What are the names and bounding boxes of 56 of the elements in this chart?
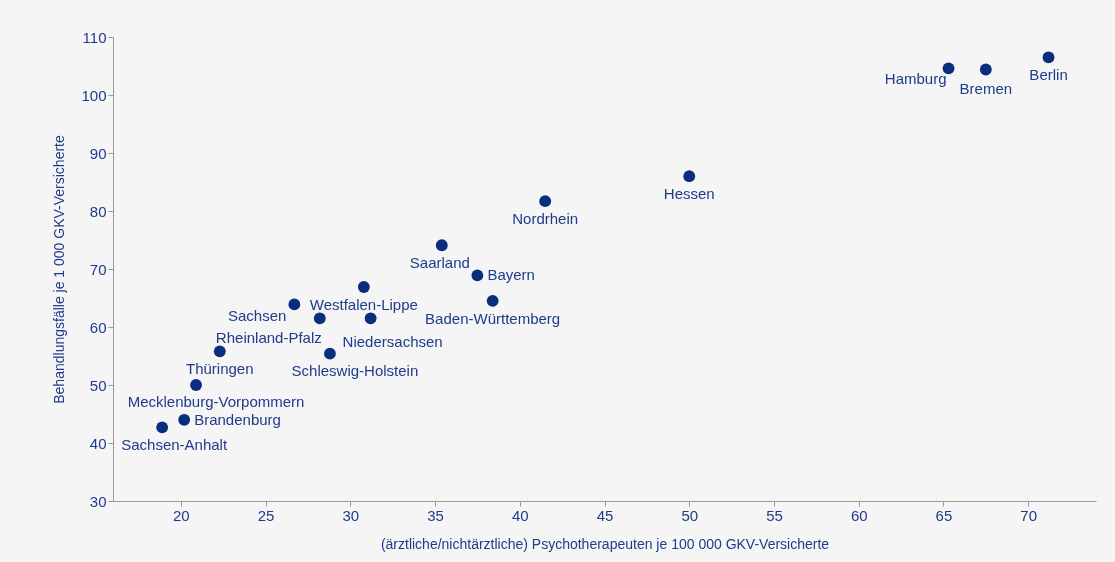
- annotation: Westfalen-Lippe: [309, 295, 418, 313]
- x-tick-label: 40: [511, 506, 529, 524]
- annotation: Hessen: [663, 185, 715, 203]
- x-tick-label: 65: [935, 506, 953, 524]
- point: [324, 347, 336, 360]
- x-tick-label: 20: [172, 506, 190, 524]
- point: [178, 413, 191, 426]
- y-tick-label: 80: [89, 202, 107, 220]
- annotation: Berlin: [1029, 66, 1068, 84]
- y-tick-label: 100: [81, 86, 107, 104]
- point: [435, 239, 448, 252]
- x-tick-label: 55: [766, 506, 783, 524]
- y-tick-label: 40: [89, 434, 107, 452]
- y-tick-label: 60: [89, 318, 107, 336]
- y-tick-label: 90: [89, 144, 107, 162]
- x-axis-title: (ärztliche/nichtärztliche) Psychotherapeuten je 100 000 GKV-Versicherte: [380, 535, 830, 552]
- point: [288, 298, 301, 311]
- point: [471, 269, 484, 282]
- annotation: Saarland: [409, 254, 470, 272]
- annotation: Hamburg: [884, 70, 947, 88]
- x-tick-label: 60: [850, 506, 868, 524]
- point: [313, 312, 326, 325]
- annotation: Mecklenburg-Vorpommern: [127, 393, 305, 410]
- annotation: Sachsen-Anhalt: [121, 436, 228, 454]
- point: [539, 195, 552, 208]
- annotation: Baden-Württemberg: [425, 309, 561, 327]
- annotation: Sachsen: [227, 307, 287, 325]
- y-tick-label: 110: [82, 28, 107, 46]
- annotation: Rheinland-Pfalz: [215, 329, 322, 347]
- y-axis-title: Behandlungsfälle je 1 000 GKV-Versicherte: [51, 135, 68, 404]
- annotation: Bayern: [487, 266, 535, 284]
- x-tick-label: 30: [342, 506, 360, 524]
- y-tick-label: 30: [89, 492, 107, 510]
- point: [357, 281, 370, 293]
- annotation: Schleswig-Holstein: [291, 361, 419, 379]
- point: [683, 170, 696, 183]
- annotation: Nordrhein: [512, 210, 579, 228]
- point: [942, 62, 955, 75]
- annotation: Thüringen: [186, 360, 254, 378]
- x-tick-label: 50: [681, 506, 699, 524]
- point: [364, 312, 377, 325]
- point: [190, 379, 202, 391]
- annotation: Bremen: [959, 80, 1013, 98]
- x-tick-label: 45: [596, 506, 614, 524]
- x-tick-label: 25: [257, 506, 275, 524]
- point: [1042, 51, 1055, 64]
- x-tick-label: 35: [427, 506, 444, 524]
- point: [979, 63, 992, 76]
- y-tick-label: 50: [89, 376, 107, 394]
- x-tick-label: 70: [1020, 506, 1038, 524]
- point: [486, 295, 499, 307]
- point: [156, 421, 169, 434]
- annotation: Brandenburg: [194, 410, 281, 428]
- annotation: Niedersachsen: [342, 333, 443, 351]
- y-tick-label: 70: [89, 260, 107, 278]
- point: [213, 345, 226, 358]
